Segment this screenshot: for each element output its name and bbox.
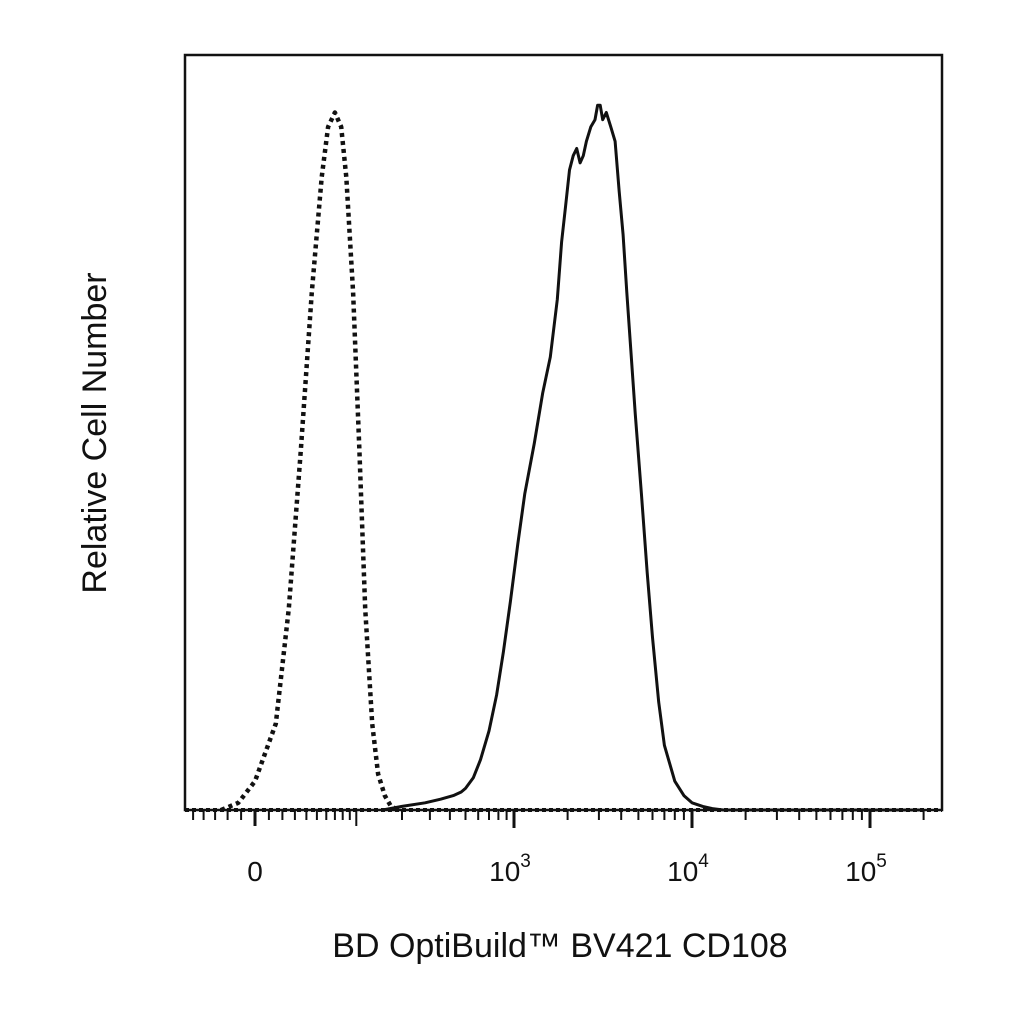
y-axis-label: Relative Cell Number — [76, 272, 114, 593]
x-tick-label: 104 — [667, 851, 709, 887]
x-tick-label: 103 — [489, 851, 531, 887]
x-axis — [192, 810, 925, 828]
plot-frame — [183, 53, 944, 812]
x-tick-label: 0 — [247, 856, 263, 887]
control-histogram-line — [220, 110, 400, 813]
stained-histogram-line — [382, 103, 924, 812]
x-tick-labels: 0 103 104 105 — [247, 851, 887, 887]
series-layer — [185, 103, 942, 813]
x-tick-label: 105 — [845, 851, 887, 887]
x-axis-label: BD OptiBuild™ BV421 CD108 — [332, 927, 787, 965]
